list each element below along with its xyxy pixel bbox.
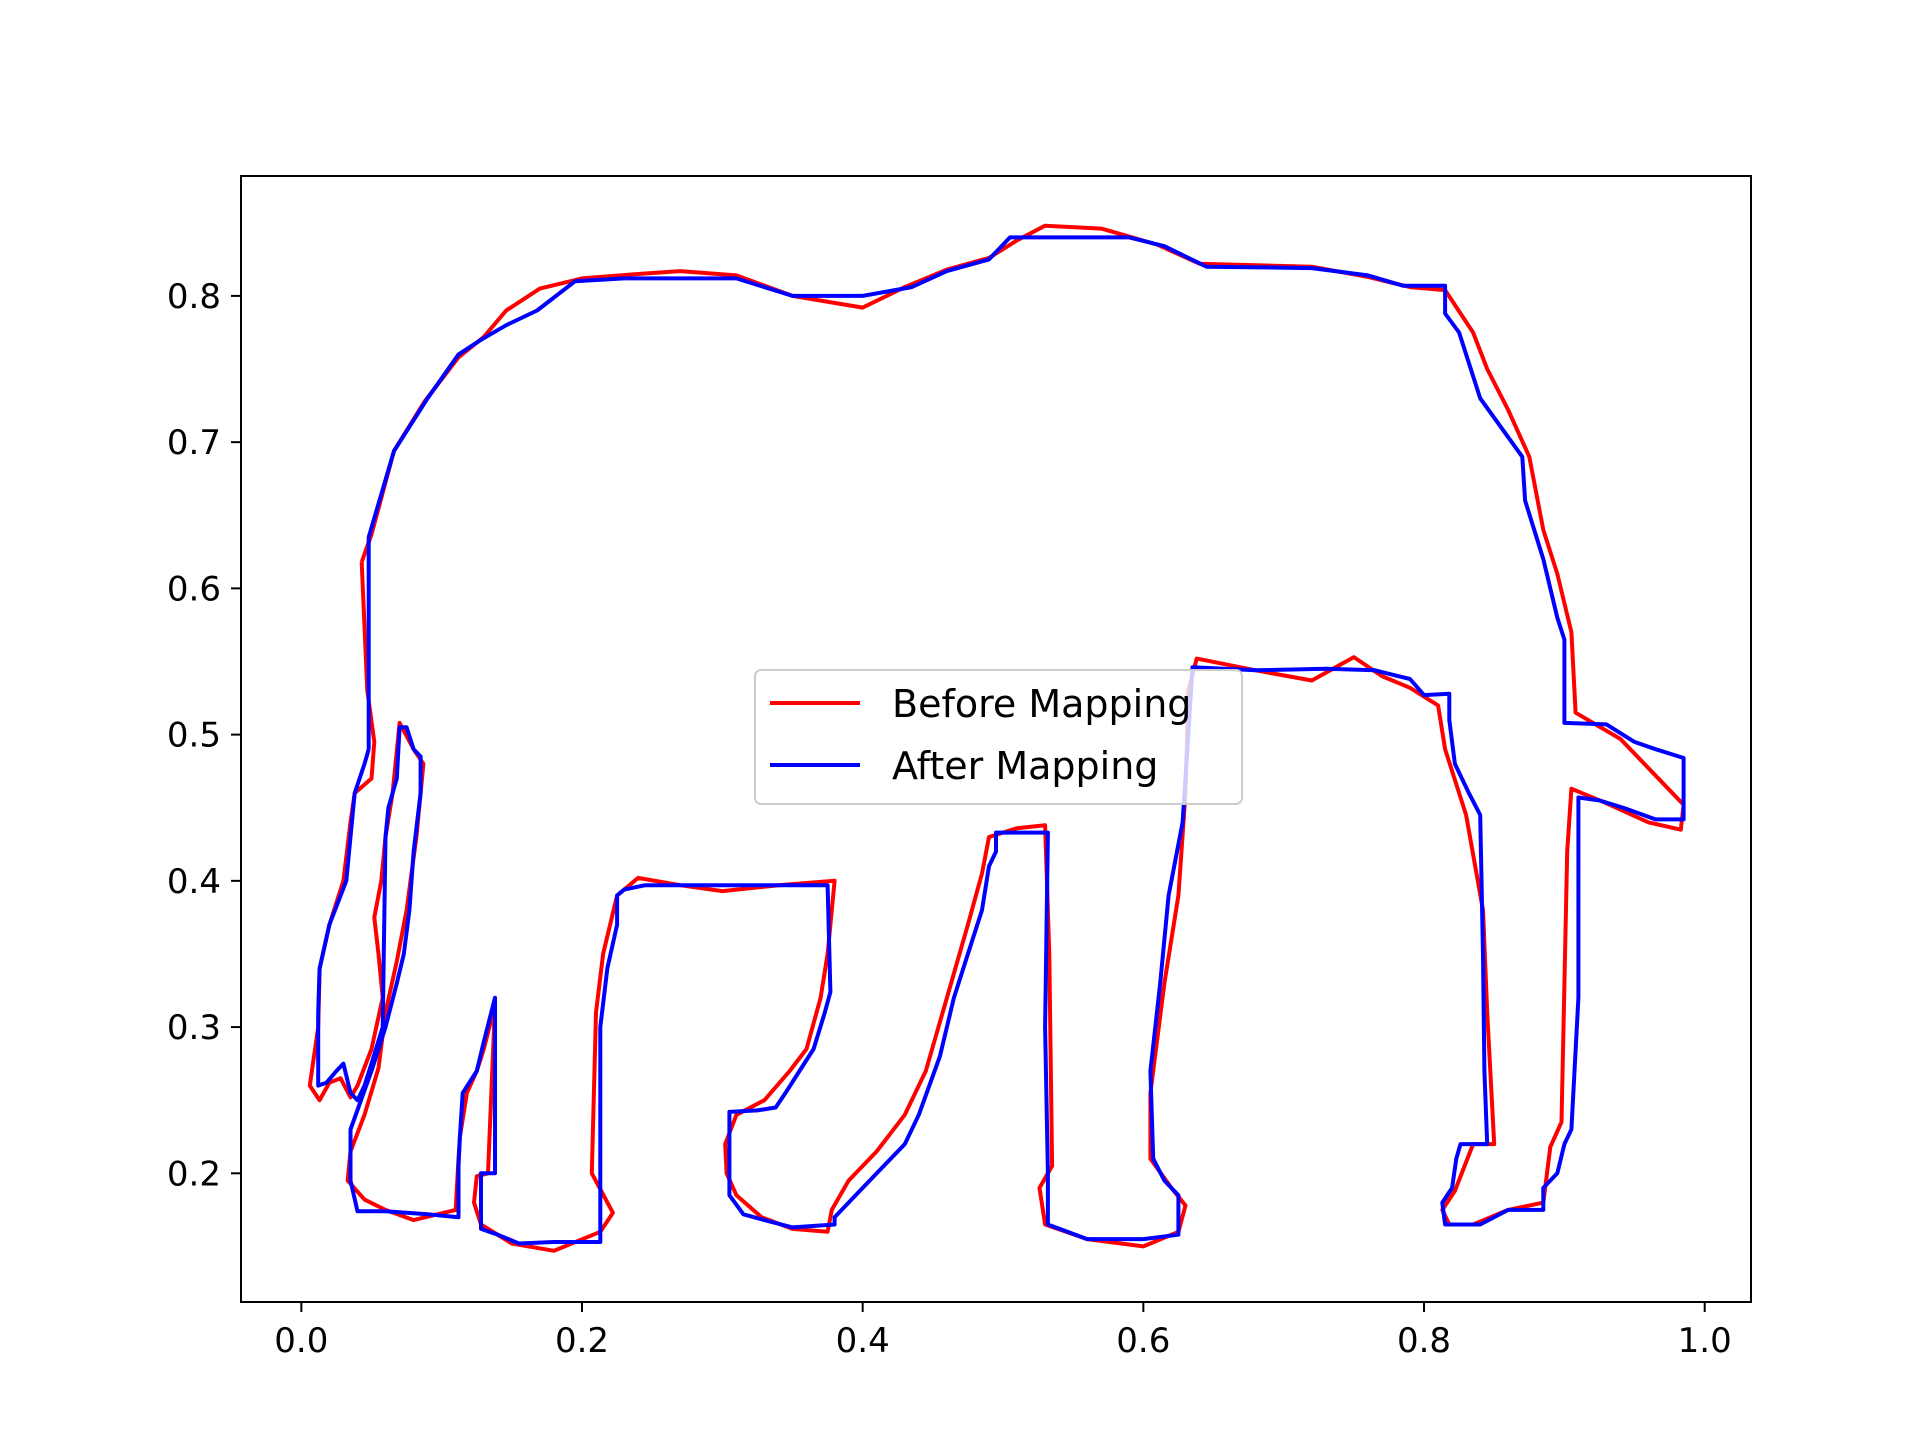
y-axis-ticks: 0.2 0.3 0.4 0.5 0.6 0.7 0.8 xyxy=(167,277,241,1194)
axes-frame xyxy=(240,175,1752,1303)
y-tick-label: 0.5 xyxy=(167,716,221,756)
y-tick-label: 0.2 xyxy=(167,1154,221,1194)
x-tick-label: 0.2 xyxy=(555,1321,609,1361)
plot-series xyxy=(307,223,1686,1253)
legend-label-before: Before Mapping xyxy=(892,682,1191,726)
y-tick-label: 0.8 xyxy=(167,277,221,317)
legend-box xyxy=(754,669,1243,805)
y-tick-label: 0.6 xyxy=(167,569,221,609)
x-tick-label: 0.0 xyxy=(274,1321,328,1361)
legend: Before Mapping After Mapping xyxy=(754,669,1243,805)
x-axis-ticks: 0.0 0.2 0.4 0.6 0.8 1.0 xyxy=(274,1302,1732,1361)
legend-label-after: After Mapping xyxy=(892,744,1158,788)
x-tick-label: 0.4 xyxy=(836,1321,890,1361)
x-tick-label: 0.6 xyxy=(1116,1321,1170,1361)
y-tick-label: 0.4 xyxy=(167,862,221,902)
y-tick-label: 0.3 xyxy=(167,1008,221,1048)
series-line-after-mapping xyxy=(316,235,1686,1246)
x-tick-label: 1.0 xyxy=(1678,1321,1732,1361)
x-tick-label: 0.8 xyxy=(1397,1321,1451,1361)
y-tick-label: 0.7 xyxy=(167,423,221,463)
